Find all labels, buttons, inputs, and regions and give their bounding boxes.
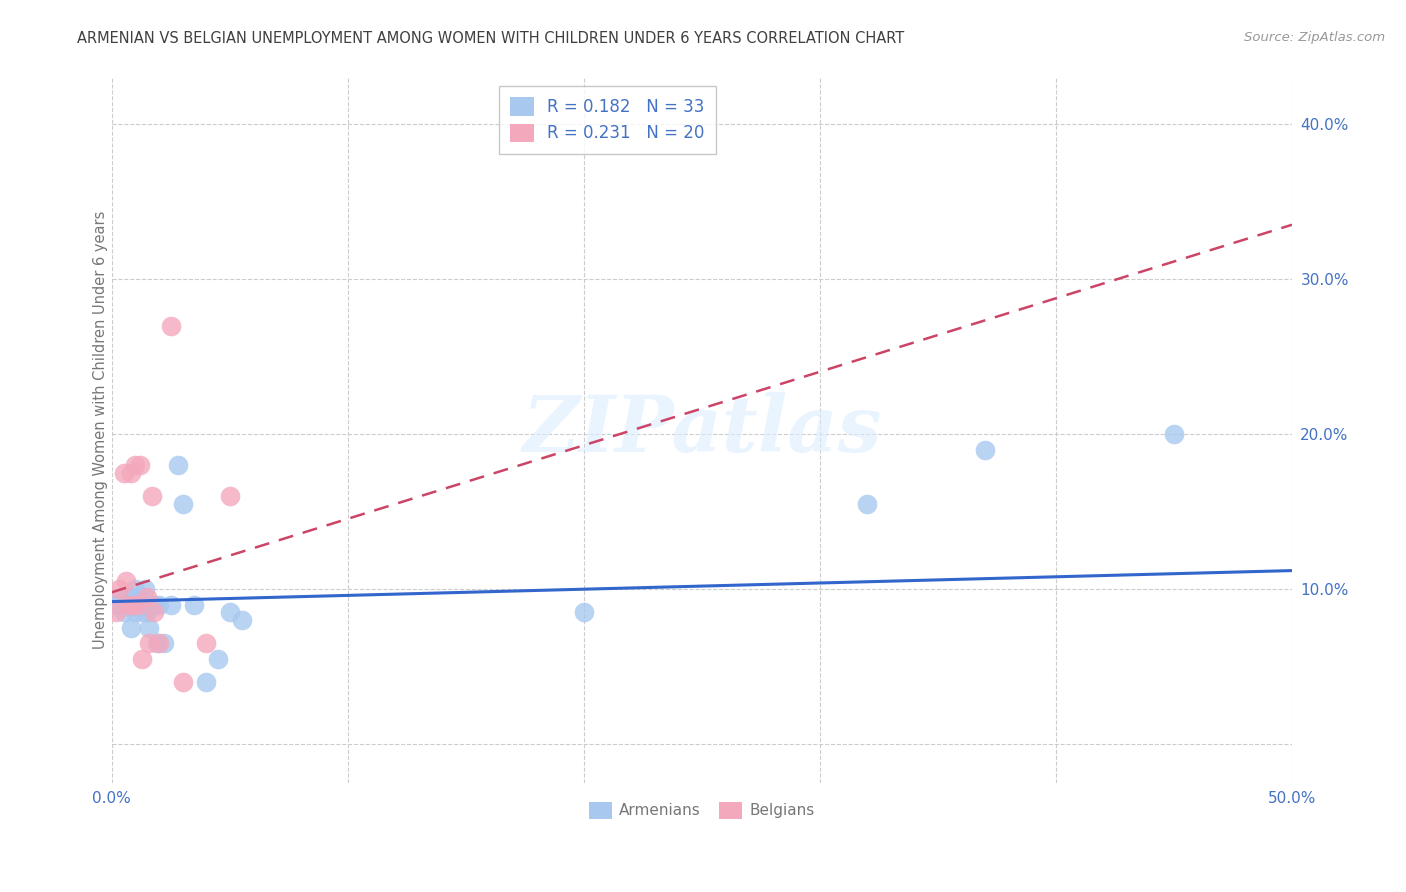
Point <box>1163 427 1185 442</box>
Point <box>124 606 146 620</box>
Point <box>207 652 229 666</box>
Point <box>572 606 595 620</box>
Y-axis label: Unemployment Among Women with Children Under 6 years: Unemployment Among Women with Children U… <box>93 211 108 649</box>
Point <box>124 458 146 472</box>
Point <box>122 598 145 612</box>
Point <box>131 652 153 666</box>
Point <box>856 497 879 511</box>
Point <box>141 598 163 612</box>
Point <box>105 598 128 612</box>
Point <box>195 675 218 690</box>
Text: ZIPatlas: ZIPatlas <box>522 392 882 468</box>
Point <box>117 598 139 612</box>
Point <box>131 606 153 620</box>
Point <box>231 613 253 627</box>
Point <box>195 636 218 650</box>
Point <box>112 606 135 620</box>
Legend: Armenians, Belgians: Armenians, Belgians <box>582 796 821 825</box>
Point <box>172 675 194 690</box>
Point <box>129 598 152 612</box>
Point <box>166 458 188 472</box>
Point <box>117 598 139 612</box>
Point <box>112 466 135 480</box>
Point <box>107 582 129 597</box>
Point <box>138 636 160 650</box>
Point <box>129 458 152 472</box>
Point <box>127 598 149 612</box>
Point <box>141 489 163 503</box>
Point <box>143 598 166 612</box>
Point <box>218 489 240 503</box>
Text: Source: ZipAtlas.com: Source: ZipAtlas.com <box>1244 31 1385 45</box>
Point <box>152 636 174 650</box>
Point <box>110 590 132 604</box>
Point <box>120 590 142 604</box>
Point <box>105 606 128 620</box>
Point <box>122 590 145 604</box>
Point <box>120 466 142 480</box>
Point <box>136 590 159 604</box>
Point <box>159 318 181 333</box>
Point <box>974 442 997 457</box>
Point <box>136 598 159 612</box>
Point <box>138 621 160 635</box>
Point <box>143 606 166 620</box>
Point <box>145 636 167 650</box>
Point <box>172 497 194 511</box>
Point <box>148 598 170 612</box>
Point <box>136 606 159 620</box>
Point <box>159 598 181 612</box>
Point <box>129 590 152 604</box>
Point <box>134 582 156 597</box>
Point <box>183 598 205 612</box>
Point <box>120 621 142 635</box>
Text: ARMENIAN VS BELGIAN UNEMPLOYMENT AMONG WOMEN WITH CHILDREN UNDER 6 YEARS CORRELA: ARMENIAN VS BELGIAN UNEMPLOYMENT AMONG W… <box>77 31 904 46</box>
Point <box>218 606 240 620</box>
Point <box>148 636 170 650</box>
Point <box>115 574 138 589</box>
Point <box>124 582 146 597</box>
